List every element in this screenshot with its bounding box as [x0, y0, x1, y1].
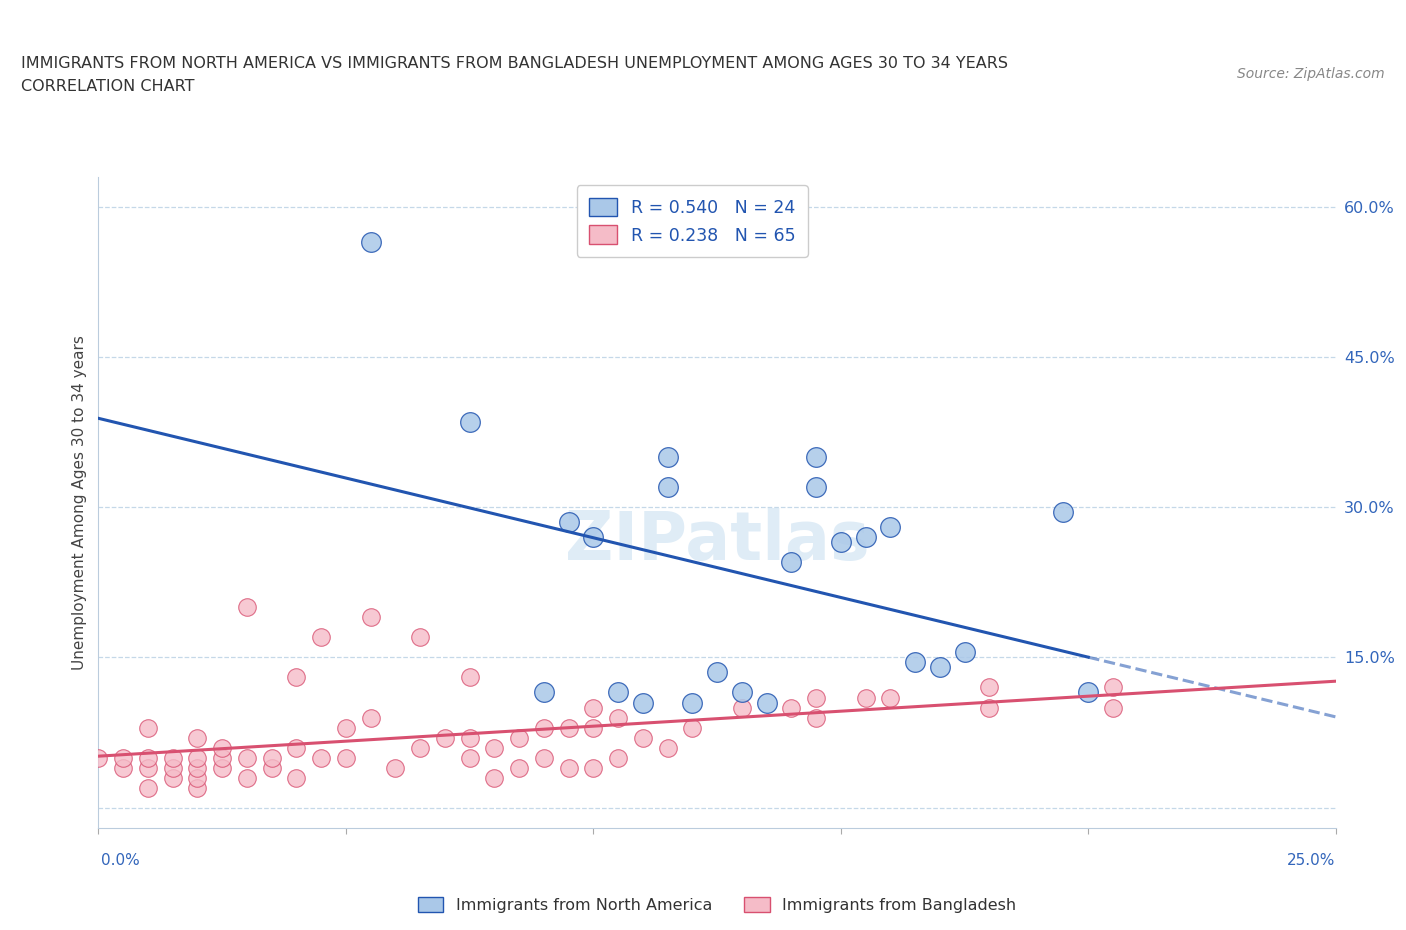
Point	[979, 680, 1001, 695]
Point	[879, 520, 901, 535]
Point	[607, 711, 630, 725]
Point	[582, 530, 605, 545]
Point	[211, 740, 233, 755]
Point	[260, 760, 283, 775]
Point	[384, 760, 406, 775]
Point	[211, 751, 233, 765]
Point	[855, 530, 877, 545]
Point	[830, 535, 852, 550]
Point	[186, 760, 208, 775]
Point	[1052, 505, 1074, 520]
Point	[433, 730, 456, 745]
Point	[335, 720, 357, 735]
Point	[285, 770, 308, 785]
Point	[607, 751, 630, 765]
Point	[1077, 685, 1099, 700]
Point	[804, 711, 827, 725]
Point	[1102, 680, 1125, 695]
Text: Source: ZipAtlas.com: Source: ZipAtlas.com	[1237, 67, 1385, 81]
Point	[112, 751, 135, 765]
Point	[731, 700, 754, 715]
Point	[557, 720, 579, 735]
Point	[360, 610, 382, 625]
Point	[458, 415, 481, 430]
Point	[458, 730, 481, 745]
Point	[533, 751, 555, 765]
Point	[162, 760, 184, 775]
Y-axis label: Unemployment Among Ages 30 to 34 years: Unemployment Among Ages 30 to 34 years	[72, 335, 87, 670]
Point	[928, 660, 950, 675]
Point	[979, 700, 1001, 715]
Text: ZIPatlas: ZIPatlas	[565, 509, 869, 574]
Point	[1102, 700, 1125, 715]
Point	[186, 751, 208, 765]
Point	[804, 480, 827, 495]
Point	[186, 770, 208, 785]
Text: CORRELATION CHART: CORRELATION CHART	[21, 79, 194, 94]
Point	[582, 720, 605, 735]
Point	[657, 450, 679, 465]
Legend: Immigrants from North America, Immigrants from Bangladesh: Immigrants from North America, Immigrant…	[411, 891, 1024, 920]
Point	[236, 600, 259, 615]
Point	[681, 695, 703, 710]
Point	[285, 670, 308, 684]
Text: 25.0%: 25.0%	[1288, 853, 1336, 868]
Point	[731, 685, 754, 700]
Point	[484, 770, 506, 785]
Point	[557, 760, 579, 775]
Point	[335, 751, 357, 765]
Point	[904, 655, 927, 670]
Point	[186, 730, 208, 745]
Point	[360, 234, 382, 249]
Point	[309, 751, 332, 765]
Point	[409, 740, 432, 755]
Point	[582, 760, 605, 775]
Point	[855, 690, 877, 705]
Point	[953, 645, 976, 660]
Point	[879, 690, 901, 705]
Point	[309, 630, 332, 644]
Point	[657, 740, 679, 755]
Point	[557, 515, 579, 530]
Point	[780, 555, 803, 570]
Point	[360, 711, 382, 725]
Point	[804, 690, 827, 705]
Point	[211, 760, 233, 775]
Point	[162, 751, 184, 765]
Text: 0.0%: 0.0%	[101, 853, 141, 868]
Point	[236, 751, 259, 765]
Point	[631, 695, 654, 710]
Point	[409, 630, 432, 644]
Point	[508, 730, 530, 745]
Point	[87, 751, 110, 765]
Point	[112, 760, 135, 775]
Point	[804, 450, 827, 465]
Point	[236, 770, 259, 785]
Point	[136, 760, 159, 775]
Point	[533, 685, 555, 700]
Point	[631, 730, 654, 745]
Point	[755, 695, 778, 710]
Point	[458, 751, 481, 765]
Point	[260, 751, 283, 765]
Point	[508, 760, 530, 775]
Point	[186, 780, 208, 795]
Point	[136, 720, 159, 735]
Point	[285, 740, 308, 755]
Point	[533, 720, 555, 735]
Point	[136, 751, 159, 765]
Point	[657, 480, 679, 495]
Point	[162, 770, 184, 785]
Point	[582, 700, 605, 715]
Point	[458, 670, 481, 684]
Point	[706, 665, 728, 680]
Point	[607, 685, 630, 700]
Text: IMMIGRANTS FROM NORTH AMERICA VS IMMIGRANTS FROM BANGLADESH UNEMPLOYMENT AMONG A: IMMIGRANTS FROM NORTH AMERICA VS IMMIGRA…	[21, 56, 1008, 71]
Point	[681, 720, 703, 735]
Point	[484, 740, 506, 755]
Point	[136, 780, 159, 795]
Point	[780, 700, 803, 715]
